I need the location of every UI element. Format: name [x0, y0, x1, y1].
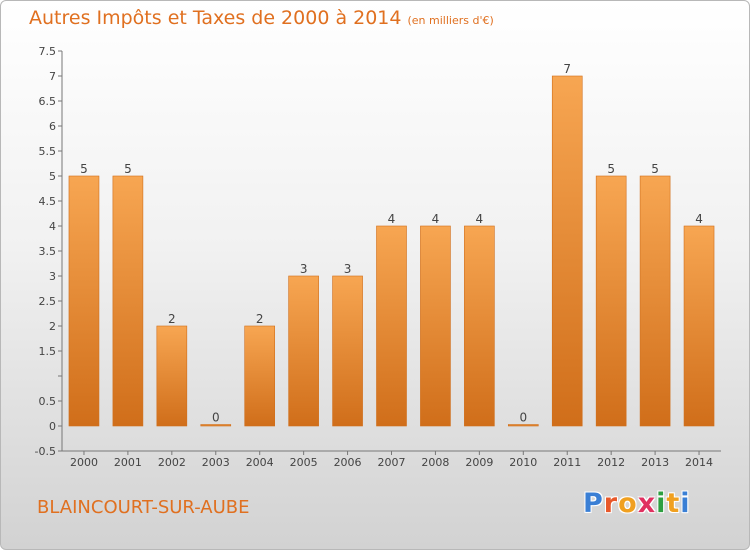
- y-tick-label: 2: [49, 320, 56, 333]
- y-tick-label: 4.5: [39, 195, 57, 208]
- bar-2002: [156, 325, 188, 427]
- value-label-2006: 3: [344, 262, 352, 276]
- value-label-2003: 0: [212, 411, 220, 425]
- unit-note: (en milliers d'€): [407, 14, 494, 27]
- value-label-2001: 5: [124, 162, 132, 176]
- bar-2008: [420, 225, 451, 427]
- x-tick-label-2001: 2001: [114, 456, 142, 469]
- value-label-2007: 4: [388, 212, 396, 226]
- value-label-2005: 3: [300, 262, 308, 276]
- x-tick-label-2000: 2000: [70, 456, 98, 469]
- y-tick-label: 4: [49, 220, 56, 233]
- chart-title: Autres Impôts et Taxes de 2000 à 2014 (en…: [29, 7, 494, 29]
- bar-2000: [68, 175, 100, 427]
- y-tick-label: -0.5: [35, 445, 56, 458]
- axes: -0.5 0 0.5 1.5 2 2.5 3 3.5 4 4.5 5 5.5 6 6.5 7 7.5 2000 2…: [35, 45, 721, 469]
- x-tick-label-2009: 2009: [465, 456, 493, 469]
- y-tick-label: 5: [49, 170, 56, 183]
- logo-letter: t: [666, 488, 681, 519]
- y-tick-label: 7: [49, 70, 56, 83]
- bar-2013: [639, 175, 671, 427]
- x-tick-label-2007: 2007: [378, 456, 406, 469]
- x-tick-label-2013: 2013: [641, 456, 669, 469]
- value-label-2000: 5: [80, 162, 88, 176]
- commune-name: BLAINCOURT-SUR-AUBE: [37, 497, 250, 518]
- value-label-2010: 0: [519, 411, 527, 425]
- bar-2007: [376, 225, 407, 427]
- bar-2005: [288, 275, 319, 427]
- logo-letter: o: [618, 488, 638, 519]
- value-label-2011: 7: [563, 62, 571, 76]
- x-tick-label-2010: 2010: [509, 456, 537, 469]
- value-label-2008: 4: [432, 212, 440, 226]
- value-label-2004: 2: [256, 312, 264, 326]
- logo-letter: x: [637, 488, 657, 519]
- value-label-2002: 2: [168, 312, 176, 326]
- x-tick-label-2005: 2005: [290, 456, 318, 469]
- proxiti-logo[interactable]: Proxiti: [583, 488, 691, 519]
- x-tick-label-2003: 2003: [202, 456, 230, 469]
- x-tick-label-2004: 2004: [246, 456, 274, 469]
- logo-letter: P: [583, 488, 604, 519]
- chart-title-text: Autres Impôts et Taxes de 2000 à 2014: [29, 7, 402, 29]
- logo-letter: i: [680, 488, 691, 519]
- y-tick-label: 7.5: [39, 45, 57, 58]
- logo-letter: i: [656, 488, 667, 519]
- bar-2010: [507, 424, 539, 427]
- value-label-2012: 5: [607, 162, 615, 176]
- bar-2006: [332, 275, 363, 427]
- value-label-2014: 4: [695, 212, 703, 226]
- bar-2004: [244, 325, 275, 427]
- x-tick-label-2014: 2014: [685, 456, 713, 469]
- y-tick-label: 5.5: [39, 145, 57, 158]
- bar-2014: [683, 225, 715, 427]
- y-tick-label: 0: [49, 420, 56, 433]
- bar-2009: [464, 225, 495, 427]
- x-tick-label-2006: 2006: [334, 456, 362, 469]
- bar-2001: [112, 175, 144, 427]
- bars: [68, 75, 715, 427]
- x-tick-label-2012: 2012: [597, 456, 625, 469]
- y-tick-label: 6: [49, 120, 56, 133]
- value-label-2013: 5: [651, 162, 659, 176]
- y-tick-label: 3.5: [39, 245, 57, 258]
- value-label-2009: 4: [476, 212, 484, 226]
- logo-letter: r: [603, 488, 619, 519]
- bar-2011: [551, 75, 583, 427]
- x-tick-label-2002: 2002: [158, 456, 186, 469]
- y-tick-label: 3: [49, 270, 56, 283]
- y-tick-label: 6.5: [39, 95, 57, 108]
- y-tick-label: 1.5: [39, 345, 57, 358]
- bar-2003: [200, 424, 232, 427]
- x-tick-label-2008: 2008: [421, 456, 449, 469]
- value-labels: 5 5 2 0 2 3 3 4 4 4 0 7 5 5 4: [80, 62, 703, 425]
- x-tick-label-2011: 2011: [553, 456, 581, 469]
- y-tick-label: 2.5: [39, 295, 57, 308]
- y-tick-label: 0.5: [39, 395, 57, 408]
- bar-2012: [595, 175, 627, 427]
